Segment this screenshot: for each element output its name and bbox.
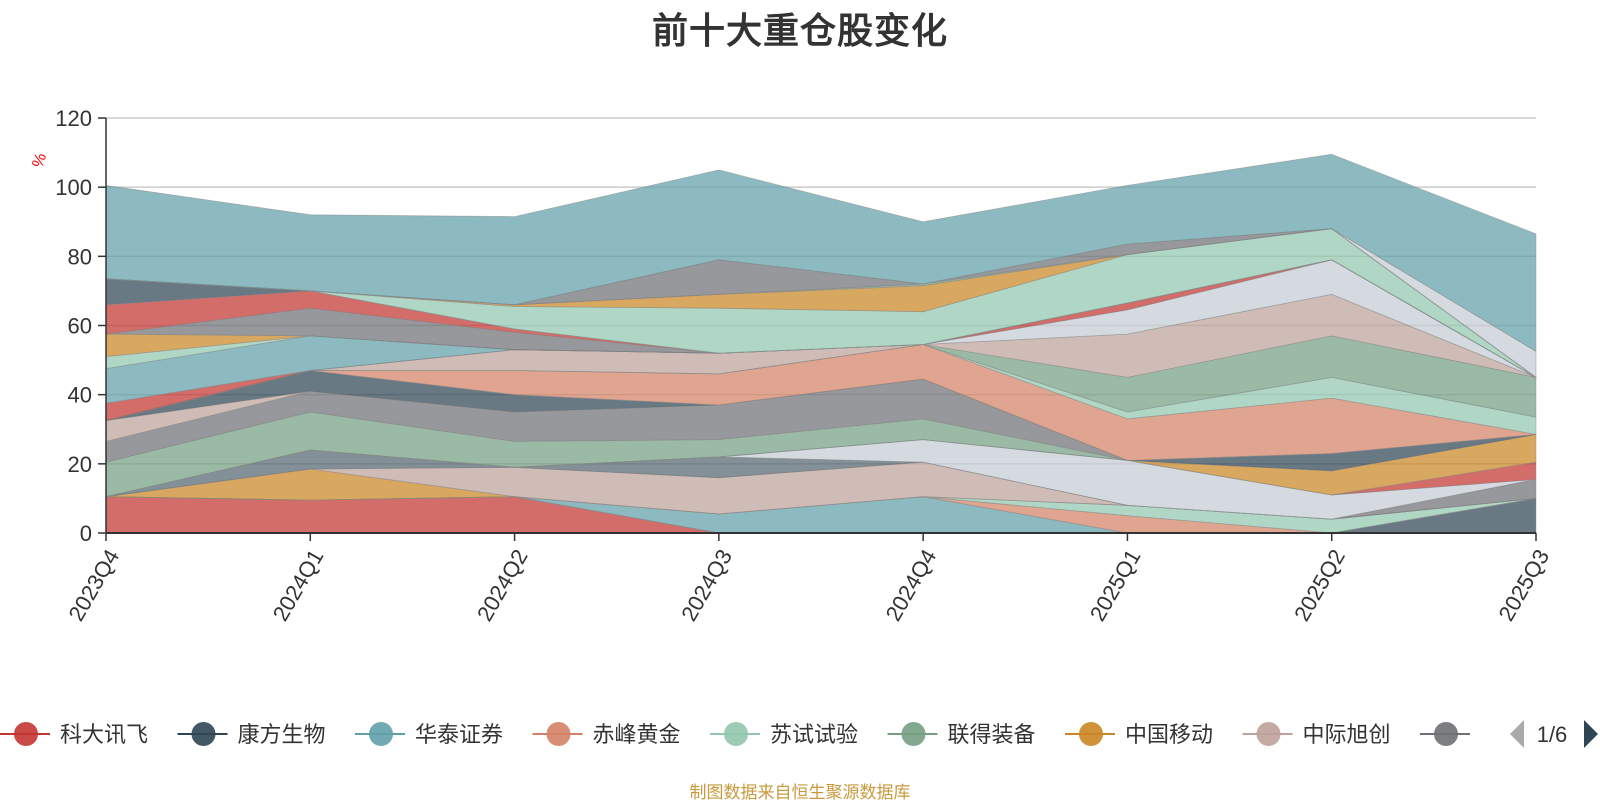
chart-title: 前十大重仓股变化 — [651, 11, 948, 52]
x-tick-label: 2025Q3 — [1493, 545, 1554, 625]
y-tick-label: 20 — [68, 452, 92, 477]
legend-marker-icon — [191, 722, 216, 746]
x-tick-label: 2023Q4 — [63, 545, 124, 625]
y-axis-label: % — [29, 151, 50, 170]
legend-item[interactable]: 赤峰黄金 — [532, 722, 681, 747]
legend-marker-icon — [14, 722, 38, 746]
x-tick-label: 2024Q3 — [676, 545, 737, 625]
source-note: 制图数据来自恒生聚源数据库 — [689, 783, 911, 803]
legend-label: 苏试试验 — [770, 722, 858, 747]
y-tick-label: 0 — [80, 521, 92, 546]
legend-prev-icon[interactable] — [1510, 720, 1524, 748]
legend-page-indicator: 1/6 — [1537, 722, 1568, 747]
legend-item[interactable]: 苏试试验 — [710, 722, 858, 747]
y-tick-label: 100 — [55, 175, 92, 200]
legend-label: 康方生物 — [238, 722, 326, 747]
legend-label: 中际旭创 — [1303, 722, 1391, 747]
x-tick-label: 2024Q1 — [268, 545, 329, 625]
legend[interactable]: 科大讯飞康方生物华泰证券赤峰黄金苏试试验联得装备中国移动中际旭创恒瑞医药 — [0, 716, 1568, 752]
legend-pager: 1/6 — [1492, 716, 1600, 752]
x-tick-label: 2024Q4 — [881, 545, 942, 625]
legend-next-icon[interactable] — [1584, 720, 1598, 748]
legend-label: 中国移动 — [1125, 722, 1213, 747]
legend-label: 科大讯飞 — [60, 722, 148, 747]
x-tick-label: 2024Q2 — [472, 545, 533, 625]
legend-marker-icon — [1434, 722, 1458, 746]
legend-item[interactable]: 华泰证券 — [355, 722, 503, 747]
legend-marker-icon — [901, 722, 926, 746]
legend-clip — [1478, 716, 1498, 752]
legend-marker-icon — [546, 722, 571, 746]
y-tick-label: 40 — [68, 383, 92, 408]
y-tick-label: 60 — [68, 314, 92, 339]
stacked-areas — [105, 153, 1537, 534]
x-tick-label: 2025Q1 — [1085, 545, 1146, 625]
x-tick-label: 2025Q2 — [1289, 545, 1350, 625]
legend-item[interactable]: 科大讯飞 — [0, 722, 148, 747]
legend-marker-icon — [1079, 722, 1103, 746]
legend-item[interactable]: 中国移动 — [1065, 722, 1213, 747]
legend-label: 赤峰黄金 — [593, 722, 681, 747]
legend-marker-icon — [1256, 722, 1281, 746]
legend-marker-icon — [369, 722, 393, 746]
series-area[interactable] — [105, 153, 1537, 353]
legend-item[interactable]: 联得装备 — [887, 722, 1036, 747]
legend-item[interactable]: 康方生物 — [177, 722, 326, 747]
legend-marker-icon — [724, 722, 748, 746]
legend-item[interactable]: 中际旭创 — [1242, 722, 1391, 747]
y-tick-label: 120 — [55, 106, 92, 131]
legend-label: 联得装备 — [948, 722, 1036, 747]
y-tick-label: 80 — [68, 244, 92, 269]
legend-label: 华泰证券 — [415, 722, 503, 747]
